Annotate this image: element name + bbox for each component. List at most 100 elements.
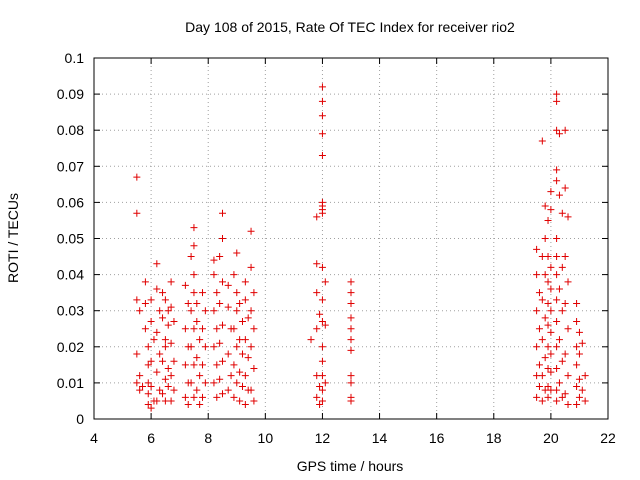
data-point bbox=[541, 354, 549, 362]
data-point bbox=[136, 372, 144, 380]
data-point bbox=[547, 350, 555, 358]
data-point bbox=[544, 321, 552, 329]
y-axis-label: ROTI / TECUs bbox=[5, 193, 21, 283]
y-tick-label: 0.01 bbox=[57, 375, 84, 391]
data-point bbox=[538, 397, 546, 405]
data-point bbox=[553, 386, 561, 394]
data-point bbox=[561, 350, 569, 358]
data-point bbox=[555, 336, 563, 344]
data-point bbox=[318, 386, 326, 394]
data-point bbox=[321, 321, 329, 329]
data-point bbox=[236, 368, 244, 376]
data-point bbox=[247, 386, 255, 394]
data-point bbox=[147, 404, 155, 412]
data-point bbox=[313, 213, 321, 221]
data-point bbox=[187, 379, 195, 387]
data-point bbox=[241, 296, 249, 304]
data-point bbox=[544, 364, 552, 372]
data-point bbox=[210, 256, 218, 264]
data-point bbox=[190, 224, 198, 232]
data-point bbox=[199, 289, 207, 297]
data-point bbox=[561, 184, 569, 192]
data-point bbox=[159, 390, 167, 398]
data-point bbox=[538, 137, 546, 145]
data-point bbox=[193, 386, 201, 394]
data-points bbox=[133, 83, 589, 412]
data-point bbox=[535, 325, 543, 333]
data-point bbox=[318, 130, 326, 138]
data-point bbox=[318, 318, 326, 326]
data-point bbox=[224, 281, 232, 289]
y-tick-label: 0.08 bbox=[57, 122, 84, 138]
data-point bbox=[164, 383, 172, 391]
x-tick-label: 10 bbox=[258, 430, 274, 446]
data-point bbox=[547, 188, 555, 196]
data-point bbox=[233, 343, 241, 351]
data-point bbox=[153, 397, 161, 405]
data-point bbox=[219, 321, 226, 329]
data-point bbox=[544, 278, 552, 286]
data-point bbox=[547, 285, 555, 293]
data-point bbox=[313, 260, 321, 268]
data-point bbox=[533, 307, 541, 315]
data-point bbox=[216, 339, 224, 347]
data-point bbox=[318, 357, 326, 365]
data-point bbox=[347, 299, 355, 307]
data-point bbox=[238, 350, 246, 358]
data-point bbox=[573, 361, 581, 369]
data-point bbox=[181, 361, 189, 369]
y-tick-label: 0.09 bbox=[57, 86, 84, 102]
data-point bbox=[573, 383, 581, 391]
data-point bbox=[347, 379, 355, 387]
data-point bbox=[196, 336, 204, 344]
data-point bbox=[147, 296, 155, 304]
x-tick-label: 12 bbox=[315, 430, 331, 446]
data-point bbox=[318, 112, 326, 120]
data-point bbox=[544, 383, 552, 391]
data-point bbox=[321, 379, 329, 387]
data-point bbox=[318, 151, 326, 159]
data-point bbox=[313, 289, 321, 297]
data-point bbox=[578, 386, 586, 394]
x-tick-label: 8 bbox=[204, 430, 212, 446]
axis-ticks bbox=[93, 57, 609, 420]
y-tick-labels: 0 0.01 0.02 0.03 0.04 0.05 0.06 0.07 0.08 0.09 0.1 bbox=[57, 50, 84, 427]
data-point bbox=[553, 318, 561, 326]
data-point bbox=[555, 379, 563, 387]
data-point bbox=[133, 379, 141, 387]
data-point bbox=[210, 307, 218, 315]
data-point bbox=[318, 296, 326, 304]
x-tick-label: 6 bbox=[147, 430, 155, 446]
data-point bbox=[133, 209, 141, 217]
data-point bbox=[133, 350, 141, 358]
data-point bbox=[219, 209, 226, 217]
x-tick-label: 18 bbox=[486, 430, 502, 446]
data-point bbox=[547, 328, 555, 336]
data-point bbox=[196, 401, 204, 409]
data-point bbox=[581, 372, 589, 380]
data-point bbox=[201, 307, 209, 315]
data-point bbox=[236, 397, 244, 405]
data-point bbox=[535, 289, 543, 297]
data-point bbox=[227, 372, 235, 380]
data-point bbox=[199, 361, 207, 369]
y-tick-label: 0.04 bbox=[57, 267, 84, 283]
data-point bbox=[553, 235, 561, 242]
data-point bbox=[161, 336, 169, 344]
data-point bbox=[167, 339, 175, 347]
x-tick-label: 16 bbox=[429, 430, 445, 446]
data-point bbox=[564, 401, 572, 409]
x-axis-label: GPS time / hours bbox=[297, 458, 404, 474]
data-point bbox=[147, 383, 155, 391]
data-point bbox=[247, 227, 255, 235]
data-point bbox=[561, 253, 569, 261]
data-point bbox=[216, 253, 224, 261]
data-point bbox=[224, 303, 232, 311]
data-point bbox=[187, 253, 195, 261]
data-point bbox=[347, 278, 355, 286]
plot-frame bbox=[93, 57, 609, 420]
data-point bbox=[213, 393, 221, 401]
data-point bbox=[141, 325, 149, 333]
data-point bbox=[144, 361, 152, 369]
